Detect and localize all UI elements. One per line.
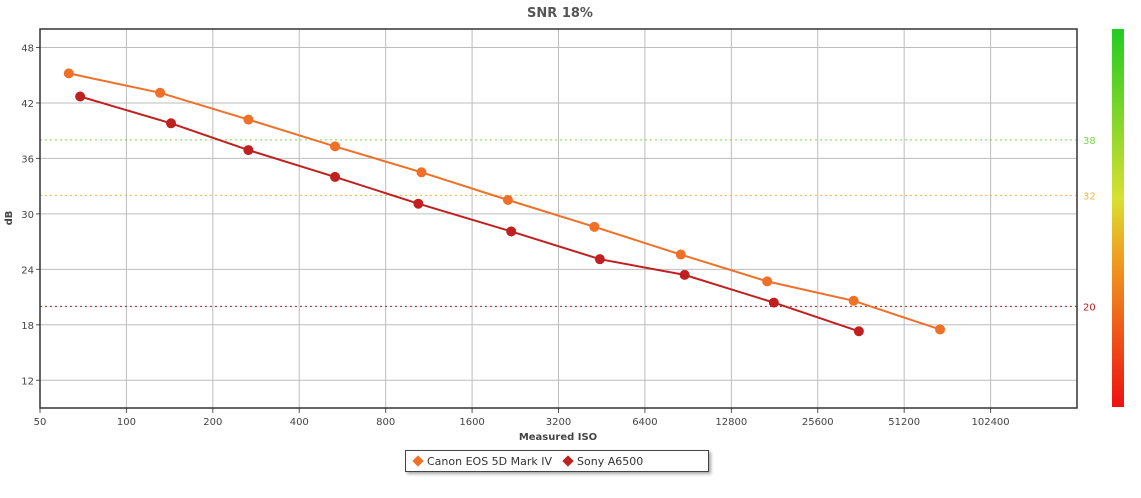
series-point-2 [853,326,864,337]
plot-frame [39,28,1078,409]
series-point-2 [75,91,86,102]
legend: Canon EOS 5D Mark IV Sony A6500 [405,450,709,472]
series-point-1 [63,68,74,79]
series-point-1 [935,324,946,335]
x-tick-label: 6400 [632,417,657,428]
series-point-2 [243,145,254,156]
series-point-1 [762,276,773,287]
reference-line-label: 38 [1083,136,1096,147]
series-point-2 [768,297,779,308]
series-point-1 [416,167,427,178]
x-tick-label: 100 [117,417,136,428]
series-point-1 [243,114,254,125]
x-axis-label: Measured ISO [519,432,597,443]
y-tick-label: 24 [21,265,34,276]
x-tick-label: 800 [376,417,395,428]
series-point-1 [675,249,686,260]
legend-item[interactable]: Sony A6500 [562,454,644,468]
legend-swatch [412,455,424,467]
y-tick-label: 18 [21,321,34,332]
legend-item[interactable]: Canon EOS 5D Mark IV [412,454,553,468]
y-tick-label: 36 [21,154,34,165]
series-point-2 [679,269,690,280]
legend-label: Sony A6500 [577,454,644,468]
y-axis-label: dB [4,211,15,226]
reference-line-label: 32 [1083,191,1096,202]
series-point-1 [848,295,859,306]
series-point-2 [413,198,424,209]
y-tick-label: 12 [21,376,34,387]
series-point-2 [166,118,177,129]
reference-line-label: 20 [1083,302,1096,313]
series-point-1 [155,87,166,98]
x-tick-label: 102400 [971,417,1009,428]
y-tick-label: 48 [21,43,34,54]
series-line-2 [79,95,860,333]
color-scale-bar [1112,29,1124,407]
x-tick-label: 12800 [715,417,747,428]
series-point-1 [589,221,600,232]
series-point-2 [330,171,341,182]
x-tick-label: 400 [290,417,309,428]
series-point-1 [330,141,341,152]
y-tick-label: 42 [21,99,34,110]
y-tick-label: 30 [21,210,34,221]
x-tick-label: 50 [34,417,47,428]
chart-title: SNR 18% [527,6,593,21]
series-point-1 [502,195,513,206]
x-tick-label: 3200 [546,417,571,428]
x-tick-label: 200 [203,417,222,428]
x-tick-label: 51200 [888,417,920,428]
legend-label: Canon EOS 5D Mark IV [427,454,553,468]
legend-swatch [562,455,574,467]
series-point-2 [594,254,605,265]
x-tick-label: 25600 [802,417,834,428]
series-point-2 [506,226,517,237]
x-tick-label: 1600 [459,417,484,428]
